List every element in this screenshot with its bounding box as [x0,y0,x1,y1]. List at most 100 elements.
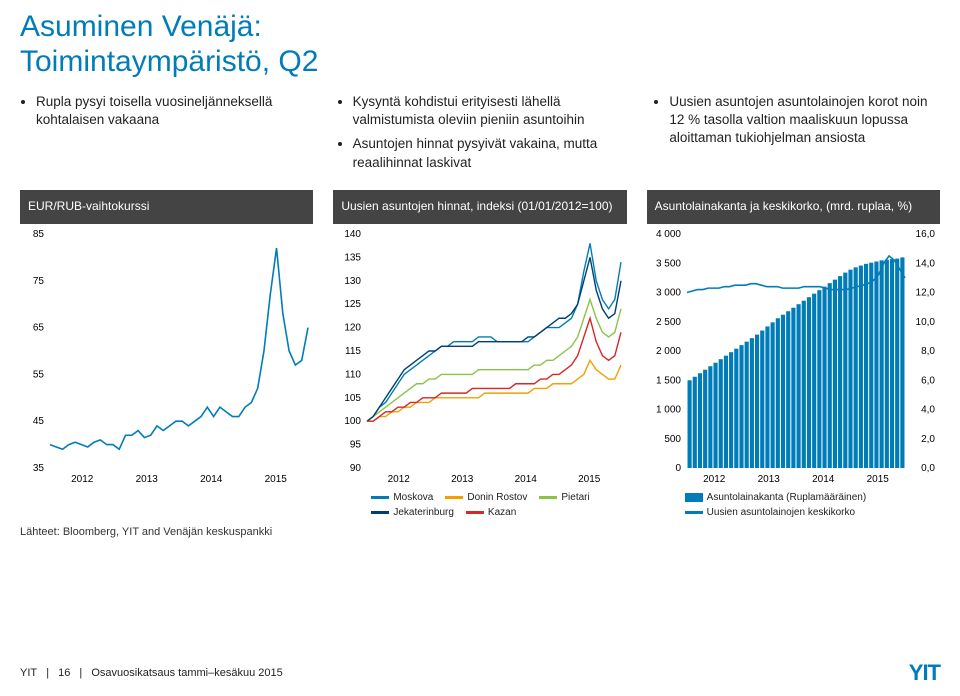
svg-text:2012: 2012 [703,474,726,485]
footer-left: YIT | 16 | Osavuosikatsaus tammi–kesäkuu… [20,667,289,679]
svg-text:0: 0 [675,463,681,474]
svg-text:115: 115 [345,346,361,357]
svg-text:2014: 2014 [812,474,835,485]
bullet-columns: Rupla pysyi toisella vuosineljänneksellä… [0,85,960,190]
legend-label: Uusien asuntolainojen keskikorko [707,507,855,518]
legend-label: Pietari [561,492,589,503]
chart3-legend: Asuntolainakanta (Ruplamääräinen) Uusien … [647,488,940,518]
footer-sep: | [46,667,49,679]
svg-text:2015: 2015 [866,474,889,485]
svg-text:135: 135 [345,252,362,263]
legend-item: Uusien asuntolainojen keskikorko [685,507,855,518]
svg-text:12,0: 12,0 [915,287,935,298]
svg-text:45: 45 [33,416,45,427]
legend-item: Pietari [539,492,589,503]
svg-text:125: 125 [345,299,362,310]
legend-swatch [685,493,703,502]
svg-text:75: 75 [33,276,45,287]
legend-label: Kazan [488,507,516,518]
svg-text:3 500: 3 500 [656,258,681,269]
footer-bar: YIT | 16 | Osavuosikatsaus tammi–kesäkuu… [20,660,940,686]
chart3-title: Asuntolainakanta ja keskikorko, (mrd. ru… [647,190,940,224]
chart3-svg: 0 500 1 000 1 500 2 000 2 500 3 000 3 500 4 000 0… [647,228,940,488]
footer-doc: Osavuosikatsaus tammi–kesäkuu 2015 [91,667,282,679]
legend-swatch [539,496,557,499]
bullet: Rupla pysyi toisella vuosineljänneksellä… [36,93,307,129]
svg-text:8,0: 8,0 [921,346,935,357]
svg-text:85: 85 [33,229,45,240]
charts-row: EUR/RUB-vaihtokurssi 35 45 55 65 75 85 2012 201… [0,190,960,518]
svg-text:2013: 2013 [451,474,474,485]
svg-text:6,0: 6,0 [921,375,935,386]
title-line1: Asuminen Venäjä: [20,10,262,43]
chart1-svg: 35 45 55 65 75 85 2012 2013 2014 2015 [20,228,313,488]
svg-text:100: 100 [345,416,362,427]
svg-text:120: 120 [345,322,362,333]
legend-swatch [466,511,484,514]
legend-swatch [371,511,389,514]
svg-text:2015: 2015 [265,474,288,485]
legend-label: Jekaterinburg [393,507,454,518]
svg-text:65: 65 [33,322,45,333]
chart2-svg: 90 95 100 105 110 115 120 125 130 135 140 2012 2013 2… [333,228,626,488]
svg-text:105: 105 [345,393,362,404]
footer-sep: | [79,667,82,679]
legend-swatch [685,511,703,514]
svg-text:140: 140 [345,229,362,240]
legend-label: Donin Rostov [467,492,527,503]
page-title: Asuminen Venäjä: Toimintaympäristö, Q2 [0,0,960,85]
legend-item: Donin Rostov [445,492,527,503]
legend-item: Asuntolainakanta (Ruplamääräinen) [685,492,867,503]
footer-brand: YIT [20,667,37,679]
legend-item: Moskova [371,492,433,503]
chart-price-index: Uusien asuntojen hinnat, indeksi (01/01/… [333,190,626,518]
svg-text:55: 55 [33,369,45,380]
legend-label: Asuntolainakanta (Ruplamääräinen) [707,492,867,503]
svg-text:4,0: 4,0 [921,404,935,415]
legend-item: Kazan [466,507,516,518]
svg-text:2014: 2014 [515,474,538,485]
svg-text:3 000: 3 000 [656,287,681,298]
svg-text:130: 130 [345,276,362,287]
svg-text:4 000: 4 000 [656,229,681,240]
legend-swatch [371,496,389,499]
svg-text:95: 95 [350,439,362,450]
svg-text:2 500: 2 500 [656,317,681,328]
legend-swatch [445,496,463,499]
footer-page: 16 [58,667,70,679]
svg-text:2013: 2013 [757,474,780,485]
bullet: Asuntojen hinnat pysyivät vakaina, mutta… [353,135,624,171]
svg-text:0,0: 0,0 [921,463,935,474]
title-line2: Toimintaympäristö, Q2 [20,45,318,78]
svg-text:2015: 2015 [578,474,601,485]
chart1-title: EUR/RUB-vaihtokurssi [20,190,313,224]
bullet-col-3: Uusien asuntojen asuntolainojen korot no… [653,93,940,178]
svg-text:14,0: 14,0 [915,258,935,269]
svg-text:1 500: 1 500 [656,375,681,386]
svg-text:2 000: 2 000 [656,346,681,357]
svg-text:16,0: 16,0 [915,229,935,240]
svg-text:1 000: 1 000 [656,404,681,415]
bullet-col-2: Kysyntä kohdistui erityisesti lähellä va… [337,93,624,178]
svg-text:2012: 2012 [388,474,411,485]
svg-text:500: 500 [664,434,681,445]
chart2-title: Uusien asuntojen hinnat, indeksi (01/01/… [333,190,626,224]
bullet: Kysyntä kohdistui erityisesti lähellä va… [353,93,624,129]
legend-label: Moskova [393,492,433,503]
svg-text:35: 35 [33,463,45,474]
svg-text:10,0: 10,0 [915,317,935,328]
svg-text:2012: 2012 [71,474,94,485]
bullet: Uusien asuntojen asuntolainojen korot no… [669,93,940,148]
svg-text:2013: 2013 [136,474,159,485]
chart-eurub: EUR/RUB-vaihtokurssi 35 45 55 65 75 85 2012 201… [20,190,313,518]
logo: YIT [909,660,940,686]
chart-loans: Asuntolainakanta ja keskikorko, (mrd. ru… [647,190,940,518]
svg-text:110: 110 [345,369,361,380]
legend-item: Jekaterinburg [371,507,454,518]
svg-text:2014: 2014 [200,474,223,485]
chart2-legend: Moskova Donin Rostov Pietari Jekaterinburg K… [333,488,626,518]
svg-text:90: 90 [350,463,362,474]
bullet-col-1: Rupla pysyi toisella vuosineljänneksellä… [20,93,307,178]
svg-text:2,0: 2,0 [921,434,935,445]
source-line: Lähteet: Bloomberg, YIT and Venäjän kesk… [0,518,960,538]
